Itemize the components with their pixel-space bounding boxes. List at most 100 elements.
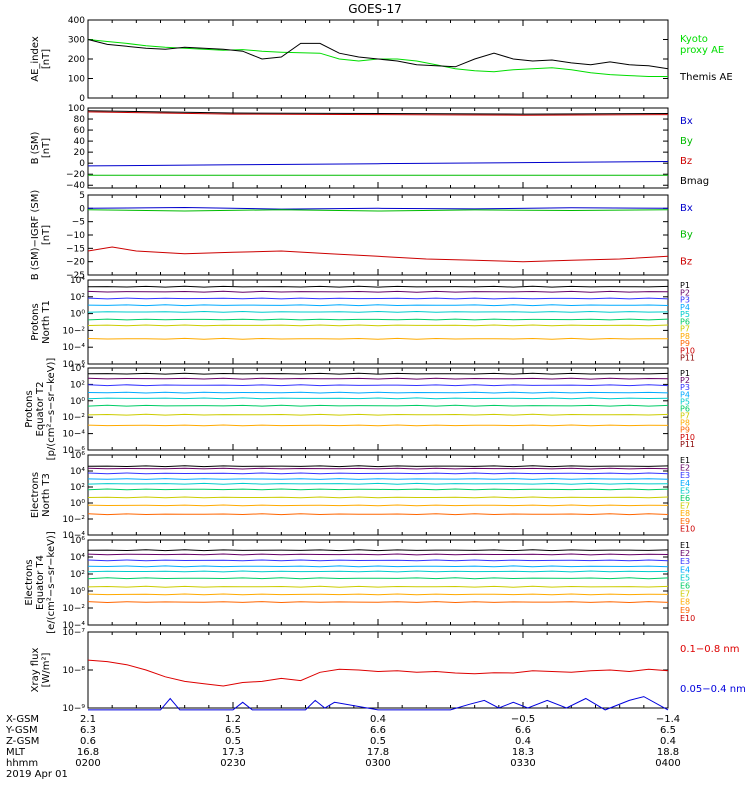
legend-label: Bx (680, 116, 693, 127)
footer-value: 0.4 (660, 736, 676, 747)
footer-value: 1.2 (225, 714, 241, 725)
flux-trace (87, 488, 669, 491)
flux-trace (87, 318, 669, 321)
channel-label: E6 (680, 494, 690, 503)
channel-label: P2 (680, 288, 690, 297)
channel-label: P1 (680, 369, 690, 378)
footer-row-label: MLT (6, 747, 26, 758)
y-axis-label-line: B (SM) (30, 131, 41, 164)
series-line (88, 696, 669, 711)
footer-value: 0.5 (370, 736, 386, 747)
flux-trace (87, 478, 669, 480)
channel-label: P10 (680, 346, 695, 355)
flux-trace (87, 424, 669, 427)
y-tick-label: −20 (66, 258, 85, 268)
channel-label: P7 (680, 325, 690, 334)
y-axis-label-line: North T1 (41, 300, 52, 344)
flux-trace (87, 467, 669, 470)
channel-label: E3 (680, 471, 690, 480)
y-tick-label: 100 (68, 104, 85, 114)
y-tick-label: 10² (70, 380, 85, 390)
series-line (87, 111, 669, 116)
flux-trace (87, 593, 669, 596)
y-axis-label-line: Electrons (24, 559, 35, 605)
footer-value: 2.1 (80, 714, 96, 725)
channel-label: E9 (680, 517, 690, 526)
y-tick-label: 10⁰ (70, 310, 85, 320)
y-tick-label: 10² (70, 293, 85, 303)
flux-trace (87, 372, 669, 375)
y-tick-label: 10⁴ (70, 364, 85, 374)
y-tick-label: 300 (68, 36, 85, 46)
y-tick-label: 10−⁶ (62, 446, 85, 456)
series-line (87, 110, 669, 115)
y-tick-label: 10⁰ (70, 587, 85, 597)
panel-frame (87, 631, 669, 709)
y-tick-label: 0 (79, 204, 85, 214)
y-tick-label: 10² (70, 570, 85, 580)
y-tick-label: 10⁰ (70, 499, 85, 509)
channel-label: P8 (680, 332, 690, 341)
flux-trace (87, 290, 669, 293)
legend-label: Bx (680, 203, 693, 214)
y-axis-label: AE_index [nT] (30, 36, 52, 82)
flux-trace (87, 585, 669, 588)
y-tick-label: 40 (74, 137, 86, 147)
footer-value: 17.8 (367, 747, 389, 758)
channel-label: E10 (680, 524, 695, 533)
flux-trace (87, 377, 669, 380)
legend-label: Kyoto (680, 34, 708, 45)
y-tick-label: −40 (66, 181, 85, 191)
series-line (87, 39, 668, 77)
y-tick-label: 10⁴ (70, 467, 85, 477)
y-tick-label: 10−² (62, 515, 85, 525)
channel-label: E7 (680, 590, 690, 599)
y-axis-label: B (SM)−IGRF (SM) [nT] (30, 190, 52, 281)
y-tick-label: 10−⁴ (62, 531, 85, 541)
channel-label: P4 (680, 303, 690, 312)
series-line (87, 206, 669, 210)
channel-label: P6 (680, 317, 690, 326)
channel-label: E8 (680, 509, 690, 518)
footer-value: 0.5 (225, 736, 241, 747)
flux-trace (87, 304, 669, 307)
flux-trace (87, 285, 669, 288)
footer-value: 6.5 (660, 725, 676, 736)
panel-frame (87, 107, 669, 189)
channel-label: P3 (680, 296, 690, 305)
y-tick-label: 400 (68, 16, 85, 26)
footer-value: 16.8 (77, 747, 99, 758)
flux-trace (87, 413, 669, 416)
channel-label: E10 (680, 614, 695, 623)
footer-value: 0400 (655, 758, 680, 769)
flux-trace (87, 391, 669, 394)
flux-trace (87, 337, 669, 340)
y-tick-label: 10⁴ (70, 276, 85, 286)
flux-trace (87, 310, 669, 313)
footer-date: 2019 Apr 01 (6, 769, 68, 780)
footer-value: 0.4 (515, 736, 531, 747)
y-axis-label-line: [p/(cm²−s−sr−keV)] (46, 358, 57, 461)
flux-trace (87, 465, 669, 468)
y-tick-label: −25 (66, 271, 85, 281)
y-tick-label: −15 (66, 244, 85, 254)
channel-label: P9 (680, 426, 690, 435)
legend-label: By (680, 136, 693, 147)
y-tick-label: 10−⁹ (62, 704, 85, 714)
channel-label: P5 (680, 310, 690, 319)
legend-label: Bz (680, 156, 692, 167)
y-axis-label-line: [W/m²] (41, 652, 52, 687)
y-tick-label: −20 (66, 170, 85, 180)
flux-trace (87, 549, 669, 552)
footer-row-label: hhmm (6, 758, 38, 769)
y-tick-label: 10−² (62, 326, 85, 336)
y-axis-label: Electrons North T3 (30, 472, 52, 518)
channel-label: E2 (680, 549, 690, 558)
flux-trace (87, 565, 669, 568)
y-tick-label: −10 (66, 231, 85, 241)
y-tick-label: −5 (72, 218, 85, 228)
y-tick-label: 10−⁶ (62, 360, 85, 370)
flux-trace (87, 513, 669, 516)
channel-label: E5 (680, 573, 690, 582)
y-tick-label: 200 (68, 55, 85, 65)
